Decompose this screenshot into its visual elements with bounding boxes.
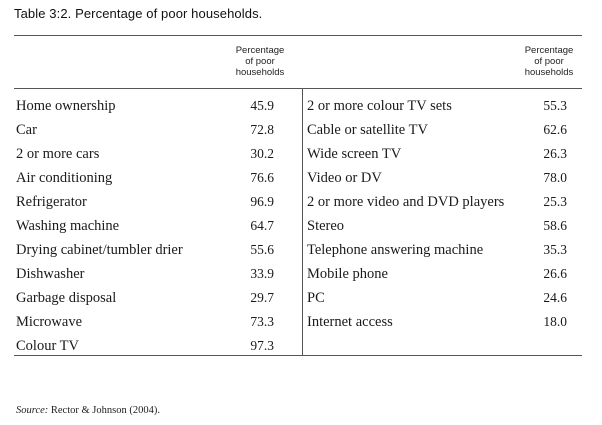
- table-row: Internet access 18.0: [307, 310, 567, 334]
- row-label: Drying cabinet/tumbler drier: [16, 242, 183, 258]
- column-header-left: Percentage of poor households: [227, 45, 293, 78]
- table-row: Garbage disposal 29.7: [16, 286, 274, 310]
- row-label: Microwave: [16, 314, 83, 330]
- column-header-line: households: [235, 67, 285, 78]
- column-divider: [302, 88, 303, 355]
- header-rule: [14, 88, 582, 89]
- table-title: Table 3:2. Percentage of poor households…: [14, 6, 263, 21]
- row-label: 2 or more cars: [16, 146, 100, 162]
- row-label: Garbage disposal: [16, 290, 117, 306]
- row-label: Dishwasher: [16, 266, 85, 282]
- column-header-line: of poor: [245, 56, 275, 67]
- table-row: Cable or satellite TV 62.6: [307, 118, 567, 142]
- table-row: 2 or more cars 30.2: [16, 142, 274, 166]
- row-label: Car: [16, 122, 37, 138]
- row-label: Internet access: [307, 314, 393, 330]
- table-row: Wide screen TV 26.3: [307, 142, 567, 166]
- table-row: Video or DV 78.0: [307, 166, 567, 190]
- column-header-line: of poor: [534, 56, 564, 67]
- table-row: Stereo 58.6: [307, 214, 567, 238]
- row-value: 55.6: [250, 242, 274, 257]
- row-value: 62.6: [543, 122, 567, 137]
- source-text: Rector & Johnson (2004).: [48, 405, 160, 416]
- row-value: 24.6: [543, 290, 567, 305]
- table-row: Colour TV 97.3: [16, 334, 274, 358]
- bottom-rule: [14, 355, 582, 356]
- row-value: 26.3: [543, 146, 567, 161]
- row-label: 2 or more colour TV sets: [307, 98, 452, 114]
- row-value: 26.6: [543, 266, 567, 281]
- table-row: Car 72.8: [16, 118, 274, 142]
- row-value: 30.2: [250, 146, 274, 161]
- row-value: 18.0: [543, 314, 567, 329]
- row-value: 45.9: [250, 98, 274, 113]
- table-row: PC 24.6: [307, 286, 567, 310]
- table-row: Refrigerator 96.9: [16, 190, 274, 214]
- left-table-column: Home ownership 45.9 Car 72.8 2 or more car…: [16, 94, 274, 358]
- row-label: Telephone answering machine: [307, 242, 484, 258]
- row-label: Mobile phone: [307, 266, 388, 282]
- table-row: Air conditioning 76.6: [16, 166, 274, 190]
- row-label: Colour TV: [16, 338, 79, 354]
- row-value: 64.7: [250, 218, 274, 233]
- row-label: Wide screen TV: [307, 146, 402, 162]
- right-table-column: 2 or more colour TV sets 55.3 Cable or sa…: [307, 94, 567, 334]
- column-header-line: households: [524, 67, 574, 78]
- table-row: Mobile phone 26.6: [307, 262, 567, 286]
- table-row: Drying cabinet/tumbler drier 55.6: [16, 238, 274, 262]
- table-row: Washing machine 64.7: [16, 214, 274, 238]
- row-value: 76.6: [250, 170, 274, 185]
- row-label: Air conditioning: [16, 170, 113, 186]
- row-value: 25.3: [543, 194, 567, 209]
- table-row: Dishwasher 33.9: [16, 262, 274, 286]
- row-value: 33.9: [250, 266, 274, 281]
- row-value: 29.7: [250, 290, 274, 305]
- row-value: 35.3: [543, 242, 567, 257]
- row-label: Washing machine: [16, 218, 120, 234]
- row-value: 72.8: [250, 122, 274, 137]
- row-label: Stereo: [307, 218, 345, 234]
- top-rule: [14, 35, 582, 36]
- row-value: 73.3: [250, 314, 274, 329]
- row-value: 97.3: [250, 338, 274, 353]
- row-label: PC: [307, 290, 325, 306]
- row-value: 78.0: [543, 170, 567, 185]
- source-label: Source:: [16, 405, 49, 416]
- column-header-line: Percentage: [524, 45, 574, 56]
- row-value: 96.9: [250, 194, 274, 209]
- row-label: Cable or satellite TV: [307, 122, 428, 138]
- row-value: 58.6: [543, 218, 567, 233]
- table-row: Home ownership 45.9: [16, 94, 274, 118]
- row-value: 55.3: [543, 98, 567, 113]
- row-label: Refrigerator: [16, 194, 87, 210]
- row-label: Video or DV: [307, 170, 382, 186]
- table-row: 2 or more colour TV sets 55.3: [307, 94, 567, 118]
- column-header-line: Percentage: [235, 45, 285, 56]
- source-note: Source: Rector & Johnson (2004).: [16, 405, 160, 416]
- row-label: Home ownership: [16, 98, 116, 114]
- column-header-right: Percentage of poor households: [516, 45, 582, 78]
- table-row: 2 or more video and DVD players 25.3: [307, 190, 567, 214]
- table-row: Microwave 73.3: [16, 310, 274, 334]
- table-row: Telephone answering machine 35.3: [307, 238, 567, 262]
- row-label: 2 or more video and DVD players: [307, 194, 505, 210]
